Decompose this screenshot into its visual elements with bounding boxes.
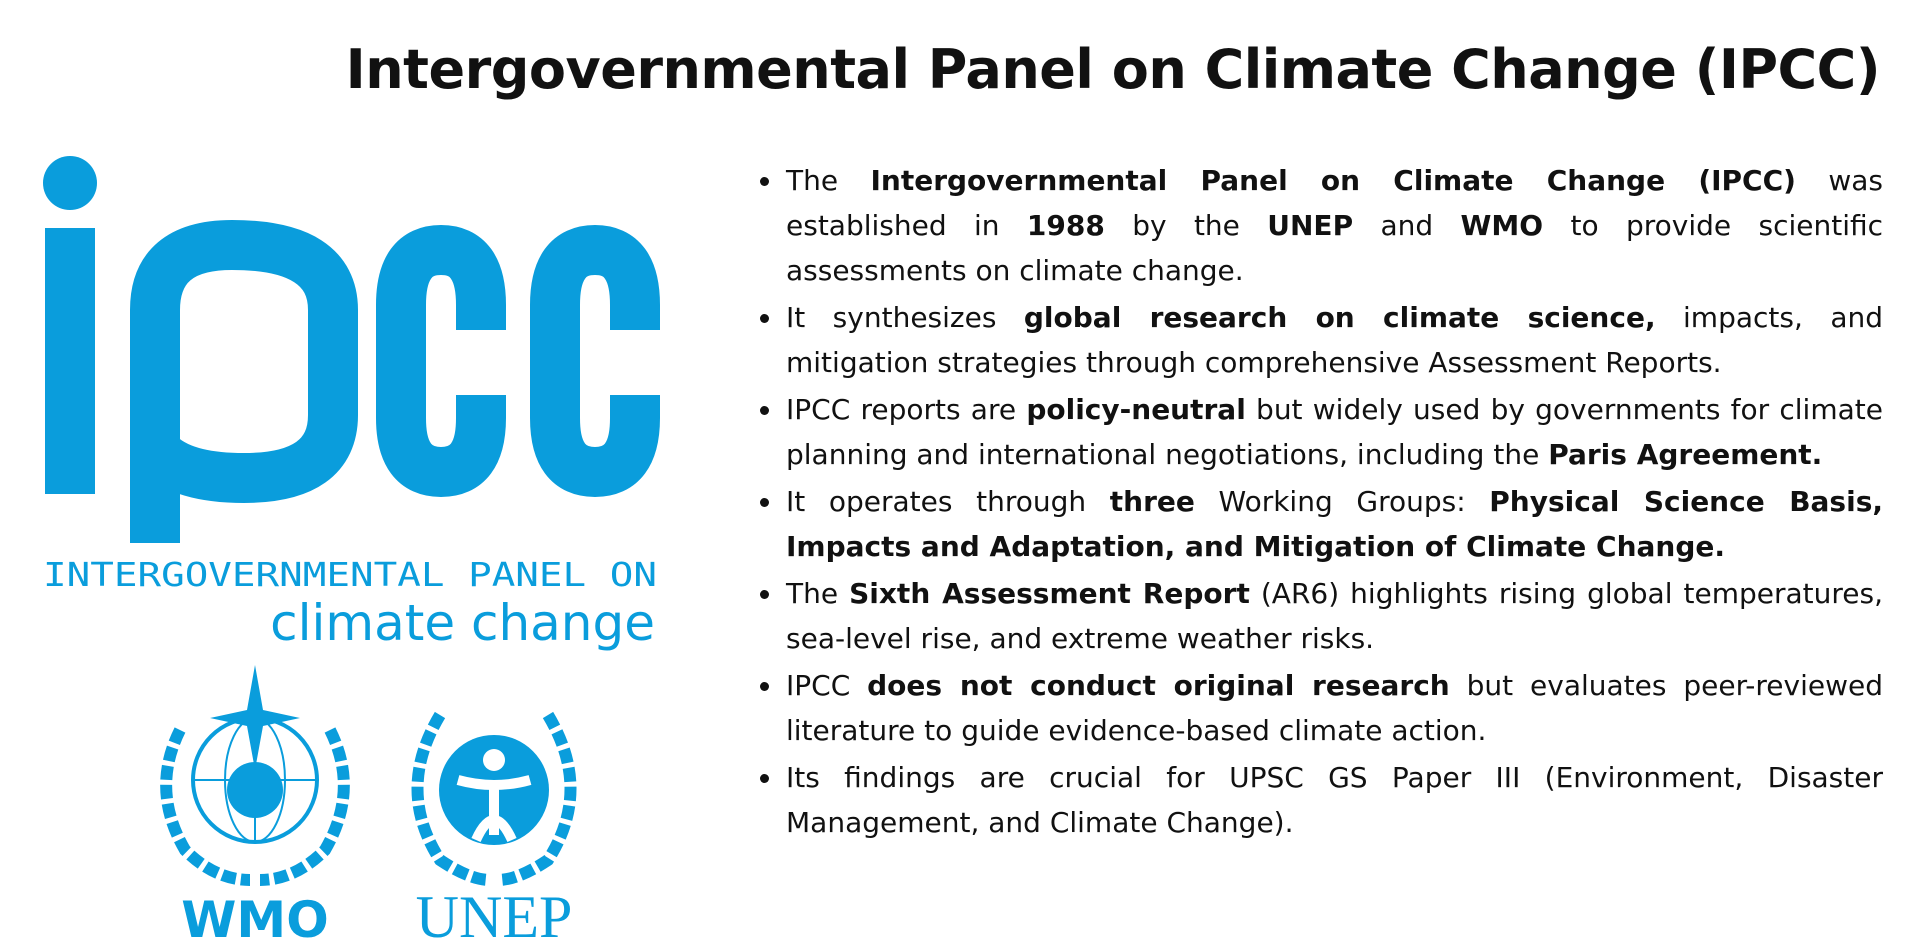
text: IPCC — [786, 669, 868, 702]
text: It synthesizes — [786, 301, 1024, 334]
bold-text: policy-neutral — [1026, 393, 1246, 426]
ipcc-wordmark — [43, 156, 660, 543]
bold-text: WMO — [1460, 209, 1544, 242]
bold-text: Paris Agreement. — [1548, 438, 1823, 471]
text: (AR6) highlights rising global temperatu… — [786, 577, 1883, 655]
bullet-list: The Intergovernmental Panel on Climate C… — [753, 158, 1883, 847]
bold-text: Sixth Assessment Report — [849, 577, 1250, 610]
bold-text: does not conduct original research — [867, 669, 1450, 702]
bold-text: Intergovernmental Panel on Climate Chang… — [870, 164, 1796, 197]
bullet-item: IPCC reports are policy-neutral but wide… — [784, 387, 1883, 477]
text: IPCC reports are — [786, 393, 1027, 426]
bold-text: global research on climate science, — [1023, 301, 1656, 334]
text: The — [786, 577, 850, 610]
partner-name: UNEP — [416, 884, 573, 950]
bullet-item: Its findings are crucial for UPSC GS Pap… — [784, 755, 1883, 845]
ipcc-logo: ipcc INTERGOVERNMENTAL PANEL ON climate … — [43, 156, 660, 950]
text: Its findings are crucial for UPSC GS Pap… — [786, 761, 1883, 839]
bullet-item: It operates through three Working Groups… — [784, 479, 1883, 569]
bullet-item: IPCC does not conduct original research … — [784, 663, 1883, 753]
text: impacts, and mitigation strategies throu… — [786, 301, 1883, 379]
text: It operates through — [786, 485, 1110, 518]
unep-emblem — [411, 711, 577, 886]
text: was established in — [786, 164, 1883, 242]
text: by the — [1104, 209, 1268, 242]
wmo-emblem — [160, 665, 350, 886]
bold-text: 1988 — [1026, 209, 1105, 242]
bold-text: Physical Science Basis, Impacts and Adap… — [786, 485, 1883, 563]
page-title: Intergovernmental Panel on Climate Chang… — [345, 38, 1881, 101]
bullet-item: The Sixth Assessment Report (AR6) highli… — [784, 571, 1883, 661]
bullet-item: It synthesizes global research on climat… — [784, 295, 1883, 385]
text: and — [1353, 209, 1461, 242]
text: but evaluates peer-reviewed literature t… — [786, 669, 1883, 747]
logo-subtitle: INTERGOVERNMENTAL PANEL ON — [43, 555, 657, 594]
text: The — [786, 164, 871, 197]
text: Working Groups: — [1194, 485, 1490, 518]
bullet-item: The Intergovernmental Panel on Climate C… — [784, 158, 1883, 293]
text: to provide scientific assessments on cli… — [786, 209, 1884, 287]
bold-text: UNEP — [1267, 209, 1354, 242]
bold-text: three — [1109, 485, 1195, 518]
text: but widely used by governments for clima… — [786, 393, 1883, 471]
partner-name: WMO — [181, 891, 328, 949]
logo-tagline: climate change — [270, 594, 655, 652]
